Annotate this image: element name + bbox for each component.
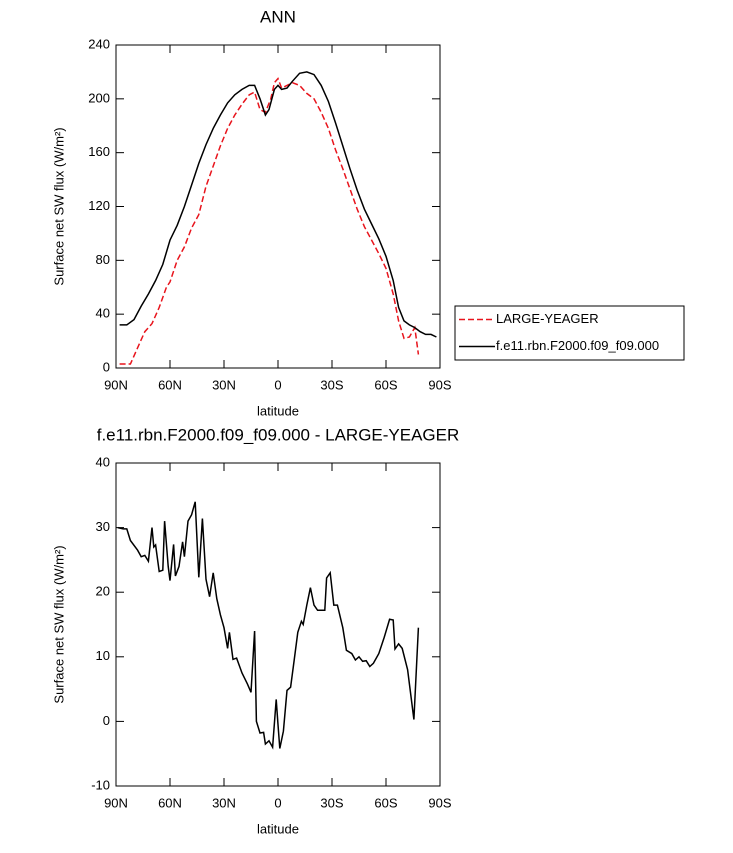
x-tick-label: 90S	[428, 795, 451, 810]
legend-label: f.e11.rbn.F2000.f09_f09.000	[496, 338, 659, 353]
x-tick-label: 0	[274, 795, 281, 810]
chart-title: ANN	[260, 7, 296, 26]
y-tick-label: 120	[88, 198, 110, 213]
y-tick-label: 0	[103, 713, 110, 728]
line	[119, 71, 437, 338]
y-tick-label: 0	[103, 359, 110, 374]
y-tick-label: 160	[88, 144, 110, 159]
x-tick-label: 60S	[374, 377, 397, 392]
y-tick-label: 10	[96, 648, 110, 663]
plot-frame	[115, 44, 441, 369]
x-tick-label: 90N	[104, 377, 128, 392]
y-tick-label: 240	[88, 36, 110, 51]
y-tick-label: 80	[96, 252, 110, 267]
x-tick-label: 0	[274, 377, 281, 392]
line	[117, 501, 420, 750]
x-tick-label: 60N	[158, 377, 182, 392]
y-tick-label: 20	[96, 584, 110, 599]
y-tick-label: 40	[96, 306, 110, 321]
x-tick-label: 30S	[320, 377, 343, 392]
y-tick-label: -10	[91, 777, 110, 792]
x-axis-label: latitude	[257, 403, 299, 418]
legend-box	[454, 305, 685, 361]
x-tick-label: 60S	[374, 795, 397, 810]
y-tick-label: 200	[88, 90, 110, 105]
y-tick-label: 30	[96, 519, 110, 534]
chart-title: f.e11.rbn.F2000.f09_f09.000 - LARGE-YEAG…	[97, 425, 460, 444]
line	[119, 77, 420, 365]
x-tick-label: 60N	[158, 795, 182, 810]
legend-label: LARGE-YEAGER	[496, 311, 599, 326]
y-axis-label: Surface net SW flux (W/m²)	[51, 545, 66, 703]
plot-frame	[115, 462, 441, 787]
x-tick-label: 90S	[428, 377, 451, 392]
y-axis-label: Surface net SW flux (W/m²)	[51, 127, 66, 285]
x-tick-label: 30N	[212, 795, 236, 810]
y-tick-label: 40	[96, 454, 110, 469]
x-axis-label: latitude	[257, 821, 299, 836]
x-tick-label: 30N	[212, 377, 236, 392]
x-tick-label: 30S	[320, 795, 343, 810]
x-tick-label: 90N	[104, 795, 128, 810]
